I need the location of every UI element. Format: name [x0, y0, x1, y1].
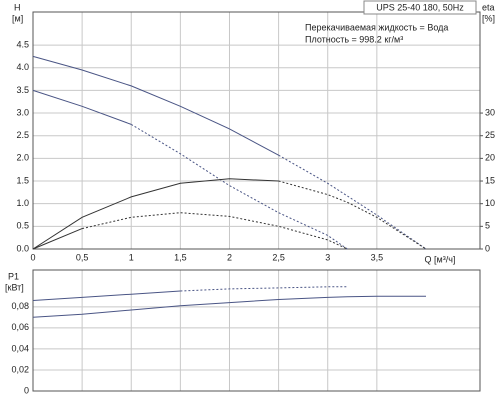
y-tick-label: 1.5	[16, 175, 29, 185]
y-tick-label: 0,06	[11, 322, 29, 332]
x-tick-label: 2,5	[272, 252, 285, 262]
y-tick-label: 2.5	[16, 130, 29, 140]
y-label: H	[14, 2, 21, 12]
y2-tick-label: 15	[485, 175, 495, 185]
x-tick-label: 1,5	[174, 252, 187, 262]
curve	[278, 154, 427, 250]
curve	[32, 89, 132, 125]
y-tick-label: 3.5	[16, 85, 29, 95]
annotation: Перекачиваемая жидкость = Вода	[305, 22, 448, 32]
x-tick-label: 0	[30, 252, 35, 262]
x-tick-label: 3	[325, 252, 330, 262]
y-tick-label: 0,02	[11, 364, 29, 374]
x-tick-label: 2	[227, 252, 232, 262]
y2-tick-label: 5	[485, 221, 490, 231]
curve	[278, 180, 427, 250]
y2-tick-label: 10	[485, 198, 495, 208]
y-tick-label: 0,04	[11, 343, 29, 353]
curve	[32, 295, 426, 318]
chart-title: UPS 25-40 180, 50Hz	[376, 2, 464, 12]
x-tick-label: 3,5	[371, 252, 384, 262]
y2-label: eta	[482, 2, 495, 12]
y2-tick-label: 20	[485, 153, 495, 163]
y2-unit: [%]	[482, 13, 495, 23]
curve	[32, 290, 181, 301]
y-unit: [м]	[12, 13, 23, 23]
y2-tick-label: 30	[485, 107, 495, 117]
x-tick-label: 0,5	[76, 252, 89, 262]
y-tick-label: 0.0	[16, 243, 29, 253]
y-tick-label: 4.5	[16, 39, 29, 49]
annotation: Плотность = 998.2 кг/м³	[305, 34, 403, 44]
y-unit: [кВт]	[5, 282, 24, 292]
y-tick-label: 0.5	[16, 221, 29, 231]
curve	[180, 286, 348, 292]
curve	[32, 178, 279, 250]
curve	[81, 212, 348, 250]
y-tick-label: 0	[24, 385, 29, 395]
y2-tick-label: 25	[485, 130, 495, 140]
y-tick-label: 0,08	[11, 301, 29, 311]
y2-tick-label: 0	[485, 243, 490, 253]
curve	[32, 55, 279, 156]
lower-frame	[32, 269, 481, 392]
y-tick-label: 2.0	[16, 153, 29, 163]
y-tick-label: 4.0	[16, 62, 29, 72]
y-tick-label: 3.0	[16, 107, 29, 117]
y-tick-label: 1.0	[16, 198, 29, 208]
title-box	[363, 0, 477, 15]
x-tick-label: 1	[129, 252, 134, 262]
curve	[32, 228, 83, 250]
upper-frame	[32, 11, 481, 250]
x-label: Q [м³/ч]	[425, 254, 456, 264]
y-label: P1	[8, 271, 19, 281]
curve	[130, 123, 348, 250]
